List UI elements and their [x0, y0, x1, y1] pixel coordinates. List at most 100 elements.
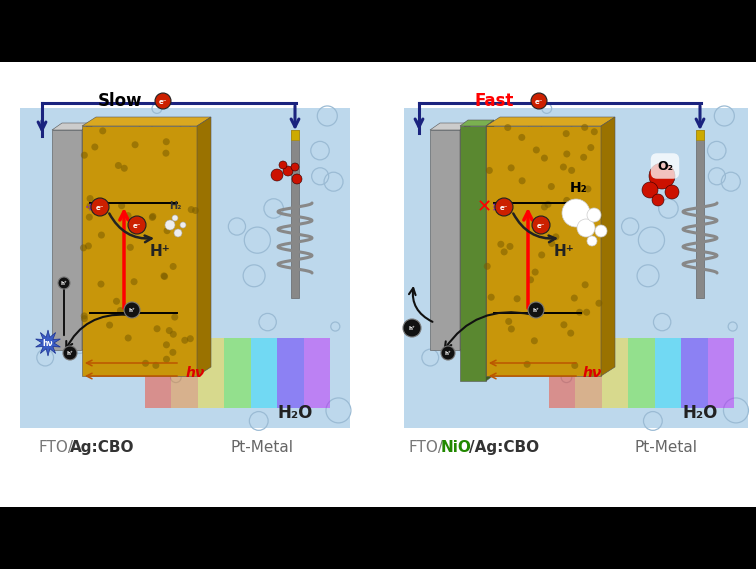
Circle shape [587, 236, 597, 246]
Circle shape [291, 163, 299, 171]
Text: Pt-Metal: Pt-Metal [634, 440, 697, 455]
Bar [628, 338, 655, 408]
Circle shape [642, 182, 658, 198]
Circle shape [589, 370, 596, 377]
Circle shape [187, 335, 194, 342]
Text: FTO/: FTO/ [38, 440, 73, 455]
Circle shape [142, 360, 149, 367]
Circle shape [495, 198, 513, 216]
Polygon shape [460, 120, 494, 126]
Circle shape [153, 362, 160, 369]
Polygon shape [601, 117, 615, 376]
Circle shape [91, 143, 98, 150]
Circle shape [596, 300, 603, 307]
Circle shape [504, 124, 511, 131]
Circle shape [563, 197, 570, 204]
Circle shape [169, 263, 177, 270]
Circle shape [292, 174, 302, 184]
Circle shape [153, 325, 160, 332]
Circle shape [98, 281, 104, 287]
Circle shape [519, 134, 525, 141]
Circle shape [121, 165, 128, 172]
Circle shape [128, 216, 146, 234]
Bar [681, 338, 708, 408]
Circle shape [531, 269, 539, 275]
Text: h⁺: h⁺ [445, 351, 451, 356]
Circle shape [81, 152, 88, 159]
Bar [460, 126, 486, 381]
Text: e⁻: e⁻ [96, 204, 104, 211]
Text: e⁻: e⁻ [133, 222, 141, 229]
Circle shape [98, 232, 105, 238]
Circle shape [577, 219, 595, 237]
Circle shape [568, 167, 575, 174]
Text: h⁺: h⁺ [533, 308, 539, 313]
Text: H₂: H₂ [570, 181, 588, 195]
Circle shape [562, 199, 590, 227]
Circle shape [580, 154, 587, 161]
Circle shape [161, 273, 168, 280]
Circle shape [125, 212, 132, 219]
Text: H₂: H₂ [169, 201, 181, 211]
Circle shape [524, 361, 531, 368]
Text: hν: hν [185, 366, 205, 380]
Circle shape [163, 227, 171, 234]
Polygon shape [486, 120, 494, 381]
Circle shape [590, 128, 598, 135]
Circle shape [118, 202, 125, 209]
Bar [575, 338, 602, 408]
Circle shape [132, 304, 139, 311]
Circle shape [127, 244, 134, 251]
Bar [198, 338, 225, 408]
Circle shape [86, 203, 94, 209]
Bar [225, 338, 251, 408]
Text: e⁻: e⁻ [159, 98, 167, 105]
Circle shape [544, 201, 551, 208]
Circle shape [174, 229, 182, 237]
Bar [304, 338, 330, 408]
Circle shape [541, 204, 548, 211]
Circle shape [106, 321, 113, 329]
Text: Fast: Fast [474, 92, 513, 110]
Circle shape [165, 220, 175, 230]
Circle shape [587, 208, 601, 222]
Bar [52, 130, 82, 350]
Bar [655, 338, 681, 408]
Bar [696, 130, 704, 298]
Circle shape [271, 169, 283, 181]
Text: /Ag:CBO: /Ag:CBO [469, 440, 539, 455]
Text: ✕: ✕ [476, 198, 491, 216]
Circle shape [508, 325, 515, 332]
Circle shape [505, 318, 513, 325]
Circle shape [166, 327, 173, 334]
Polygon shape [52, 123, 92, 130]
Circle shape [85, 242, 92, 249]
Circle shape [181, 337, 188, 344]
Circle shape [403, 319, 421, 337]
Circle shape [665, 185, 679, 199]
Circle shape [117, 307, 124, 314]
Bar [82, 126, 197, 376]
Circle shape [160, 273, 168, 279]
Text: Ag:CBO: Ag:CBO [70, 440, 135, 455]
Text: H₂O: H₂O [683, 404, 717, 422]
Circle shape [279, 161, 287, 169]
Circle shape [527, 277, 534, 283]
Bar [486, 126, 601, 376]
Circle shape [649, 163, 675, 189]
Circle shape [583, 309, 590, 316]
Circle shape [560, 163, 567, 171]
Circle shape [441, 346, 455, 360]
Circle shape [584, 185, 591, 192]
Circle shape [519, 178, 525, 184]
Bar [430, 130, 460, 350]
Circle shape [587, 144, 594, 151]
Circle shape [169, 349, 176, 356]
Circle shape [531, 93, 547, 109]
Circle shape [187, 206, 195, 213]
Circle shape [87, 195, 94, 202]
Polygon shape [82, 117, 211, 126]
Circle shape [502, 207, 510, 214]
Circle shape [131, 278, 138, 285]
Circle shape [531, 337, 538, 344]
